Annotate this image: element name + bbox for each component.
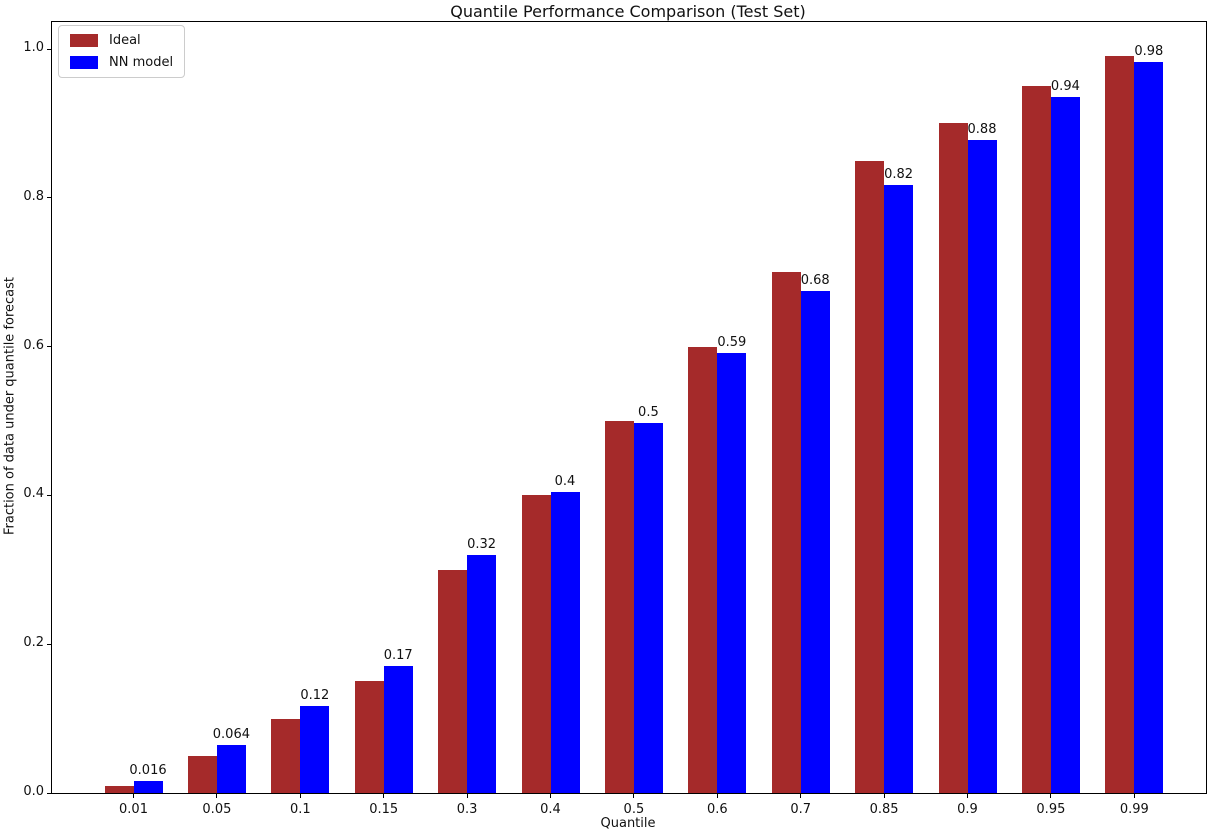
bar-nn-0.6	[717, 352, 747, 793]
x-tick-mark	[800, 794, 802, 798]
bar-nn-0.1	[300, 705, 330, 793]
bar-nn-0.05	[216, 745, 246, 793]
bar-value-label: 0.12	[300, 687, 330, 703]
bar-value-label: 0.94	[1050, 79, 1080, 95]
chart-title: Quantile Performance Comparison (Test Se…	[450, 2, 806, 21]
y-tick-label: 0.0	[23, 784, 44, 799]
x-tick-label: 0.4	[540, 802, 561, 817]
x-tick-label: 0.01	[119, 802, 148, 817]
x-tick-mark	[633, 794, 635, 798]
x-tick-label: 0.85	[869, 802, 899, 817]
x-tick-label: 0.3	[456, 802, 478, 817]
legend-swatch-ideal	[70, 34, 98, 47]
x-tick-label: 0.9	[957, 802, 978, 817]
y-tick-mark	[47, 792, 51, 794]
bar-nn-0.01	[133, 781, 163, 793]
bar-ideal-0.1	[271, 718, 301, 793]
bar-nn-0.15	[383, 665, 413, 793]
x-tick-mark	[1050, 794, 1052, 798]
bar-ideal-0.01	[104, 785, 134, 793]
bar-value-label: 0.82	[884, 167, 914, 183]
y-tick-label: 1.0	[23, 40, 44, 55]
bar-value-label: 0.68	[800, 272, 830, 288]
x-tick-label: 0.95	[1036, 802, 1066, 817]
bar-value-label: 0.32	[467, 536, 497, 552]
bar-nn-0.95	[1050, 97, 1080, 793]
x-tick-mark	[466, 794, 468, 798]
legend-item: Ideal	[70, 33, 173, 48]
bar-value-label: 0.016	[129, 763, 167, 779]
x-tick-mark	[550, 794, 551, 798]
bar-ideal-0.85	[855, 160, 885, 793]
legend-item: NN model	[70, 55, 173, 70]
legend-swatch-nn-model	[70, 56, 98, 69]
y-tick-mark	[47, 197, 51, 199]
bar-value-label: 0.59	[717, 334, 747, 350]
bar-ideal-0.5	[604, 421, 634, 793]
bar-ideal-0.7	[771, 272, 801, 793]
bar-ideal-0.95	[1021, 86, 1051, 793]
y-tick-label: 0.2	[23, 635, 44, 651]
x-tick-label: 0.15	[369, 802, 399, 817]
bar-nn-0.7	[800, 290, 830, 793]
x-tick-label: 0.99	[1119, 802, 1149, 817]
x-tick-label: 0.6	[706, 802, 728, 817]
x-tick-mark	[299, 794, 301, 798]
bar-ideal-0.6	[688, 346, 718, 793]
y-tick-label: 0.4	[23, 486, 44, 502]
y-tick-mark	[47, 48, 51, 50]
bar-ideal-0.05	[187, 755, 217, 793]
bar-ideal-0.15	[354, 681, 384, 793]
y-tick-mark	[47, 346, 51, 348]
bar-ideal-0.9	[938, 123, 968, 793]
plot-area: Ideal NN model 0.016 0.01 0.064 0.05 0.12 0.1 0…	[23, 21, 1207, 817]
bar-nn-0.85	[884, 185, 914, 793]
x-tick-label: 0.1	[289, 802, 311, 817]
bar-nn-0.9	[967, 139, 997, 793]
y-tick-mark	[47, 643, 51, 645]
legend-label: Ideal	[109, 33, 141, 48]
bar-nn-0.5	[633, 423, 663, 793]
legend: Ideal NN model	[58, 25, 186, 78]
bar-nn-0.99	[1134, 61, 1164, 793]
bar-ideal-0.3	[438, 569, 468, 793]
y-tick-label: 0.6	[23, 337, 44, 353]
bar-value-label: 0.4	[554, 474, 576, 490]
bar-ideal-0.4	[521, 495, 551, 793]
x-tick-mark	[967, 794, 968, 798]
bar-value-label: 0.98	[1134, 43, 1164, 59]
x-tick-mark	[133, 794, 134, 798]
x-tick-label: 0.5	[623, 802, 645, 817]
y-tick-label: 0.8	[23, 188, 44, 204]
x-tick-label: 0.05	[202, 802, 232, 817]
legend-label: NN model	[109, 55, 174, 70]
x-tick-mark	[216, 794, 218, 798]
y-tick-mark	[47, 494, 51, 496]
x-tick-mark	[1133, 794, 1135, 798]
bar-ideal-0.99	[1105, 56, 1135, 793]
bar-value-label: 0.5	[638, 405, 659, 421]
x-tick-mark	[883, 794, 885, 798]
x-tick-mark	[716, 794, 718, 798]
bar-value-label: 0.17	[383, 647, 413, 663]
bar-nn-0.4	[550, 492, 580, 793]
x-tick-mark	[383, 794, 385, 798]
x-tick-label: 0.7	[790, 802, 812, 817]
bar-nn-0.3	[467, 554, 497, 793]
bar-value-label: 0.064	[212, 727, 250, 743]
bar-value-label: 0.88	[967, 121, 997, 137]
x-axis-label: Quantile	[600, 816, 656, 831]
